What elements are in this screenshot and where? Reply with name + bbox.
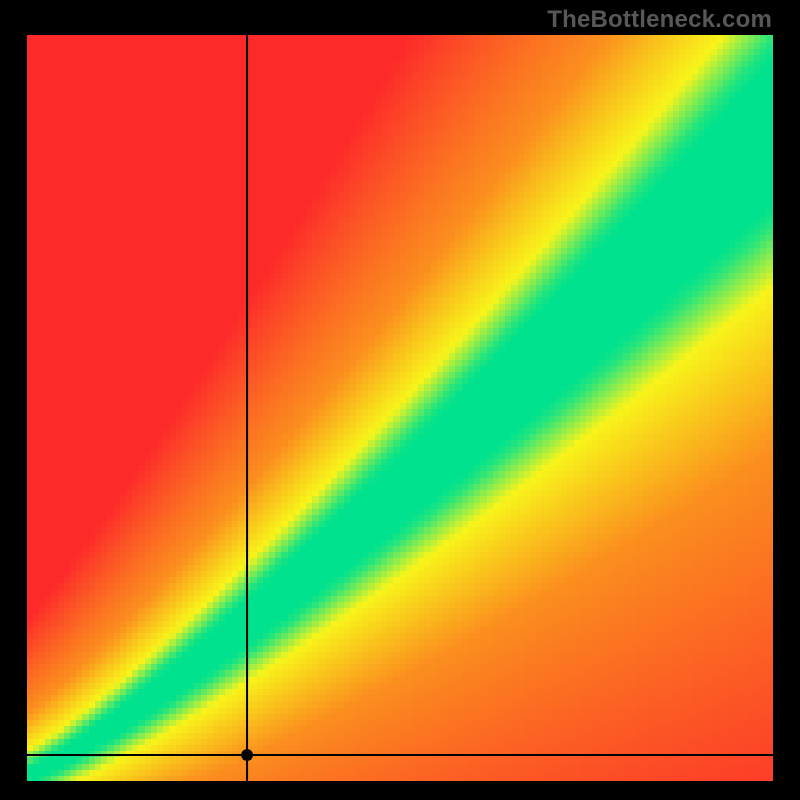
watermark-text: TheBottleneck.com: [547, 6, 772, 34]
chart-container: { "watermark": { "text": "TheBottleneck.…: [0, 0, 800, 800]
bottleneck-heatmap: [27, 35, 773, 781]
